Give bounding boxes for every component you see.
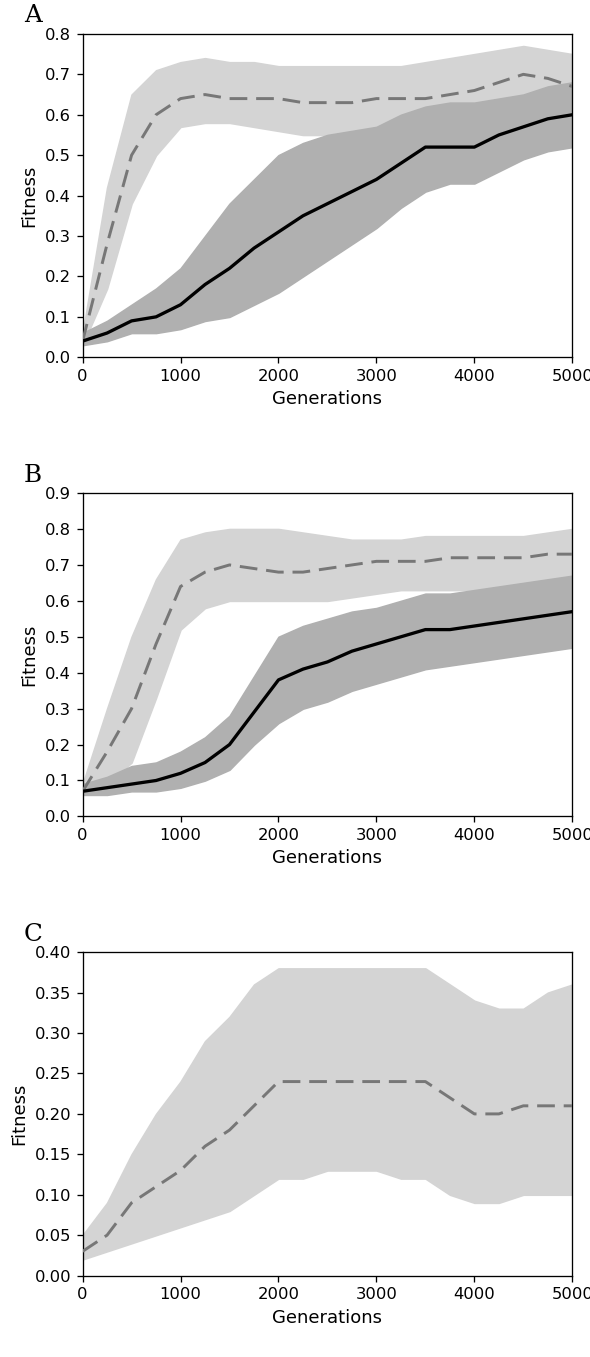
Y-axis label: Fitness: Fitness bbox=[10, 1083, 28, 1145]
Y-axis label: Fitness: Fitness bbox=[21, 624, 38, 685]
X-axis label: Generations: Generations bbox=[273, 849, 382, 867]
Text: A: A bbox=[24, 4, 41, 27]
Y-axis label: Fitness: Fitness bbox=[21, 164, 38, 227]
Text: B: B bbox=[24, 464, 42, 487]
Text: C: C bbox=[24, 923, 42, 946]
X-axis label: Generations: Generations bbox=[273, 1308, 382, 1327]
X-axis label: Generations: Generations bbox=[273, 391, 382, 408]
